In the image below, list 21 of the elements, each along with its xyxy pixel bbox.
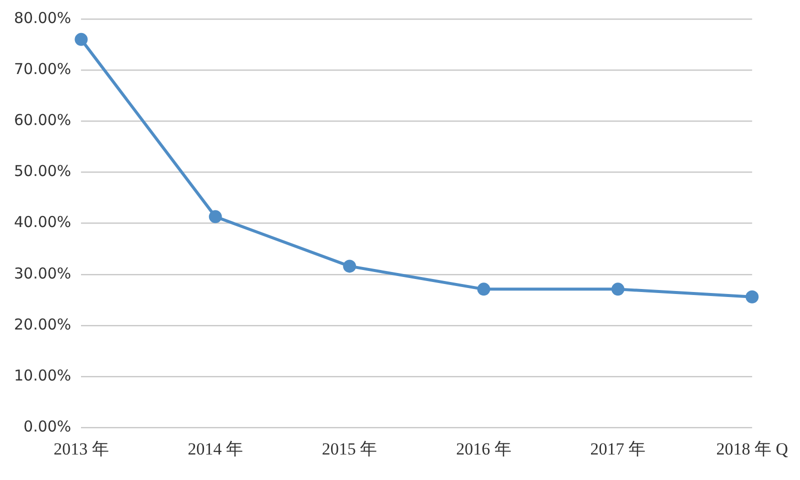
point [477,282,490,296]
point [343,260,356,273]
y-tick-label: 70.00% [14,60,72,78]
x-tick-label: 2014 年 [188,439,244,458]
y-tick-label: 30.00% [14,264,72,282]
x-tick-label: 2015 年 [322,439,378,458]
y-tick-label: 0.00% [24,417,72,436]
point [74,32,88,46]
point [208,210,222,224]
y-tick-label: 20.00% [14,315,72,334]
x-tick-label: 2016 年 [456,439,512,458]
x-tick-label: 2013 年 [54,439,109,458]
point [611,282,624,296]
point [746,290,759,304]
y-tick-label: 40.00% [14,213,72,232]
y-tick-label: 50.00% [14,162,72,180]
y-tick-label: 60.00% [14,111,72,130]
x-tick-label: 2017 年 [590,439,646,458]
x-tick-label: 2018 年 Q [716,439,788,458]
y-tick-label: 80.00% [14,8,72,27]
y-tick-label: 10.00% [14,366,72,384]
